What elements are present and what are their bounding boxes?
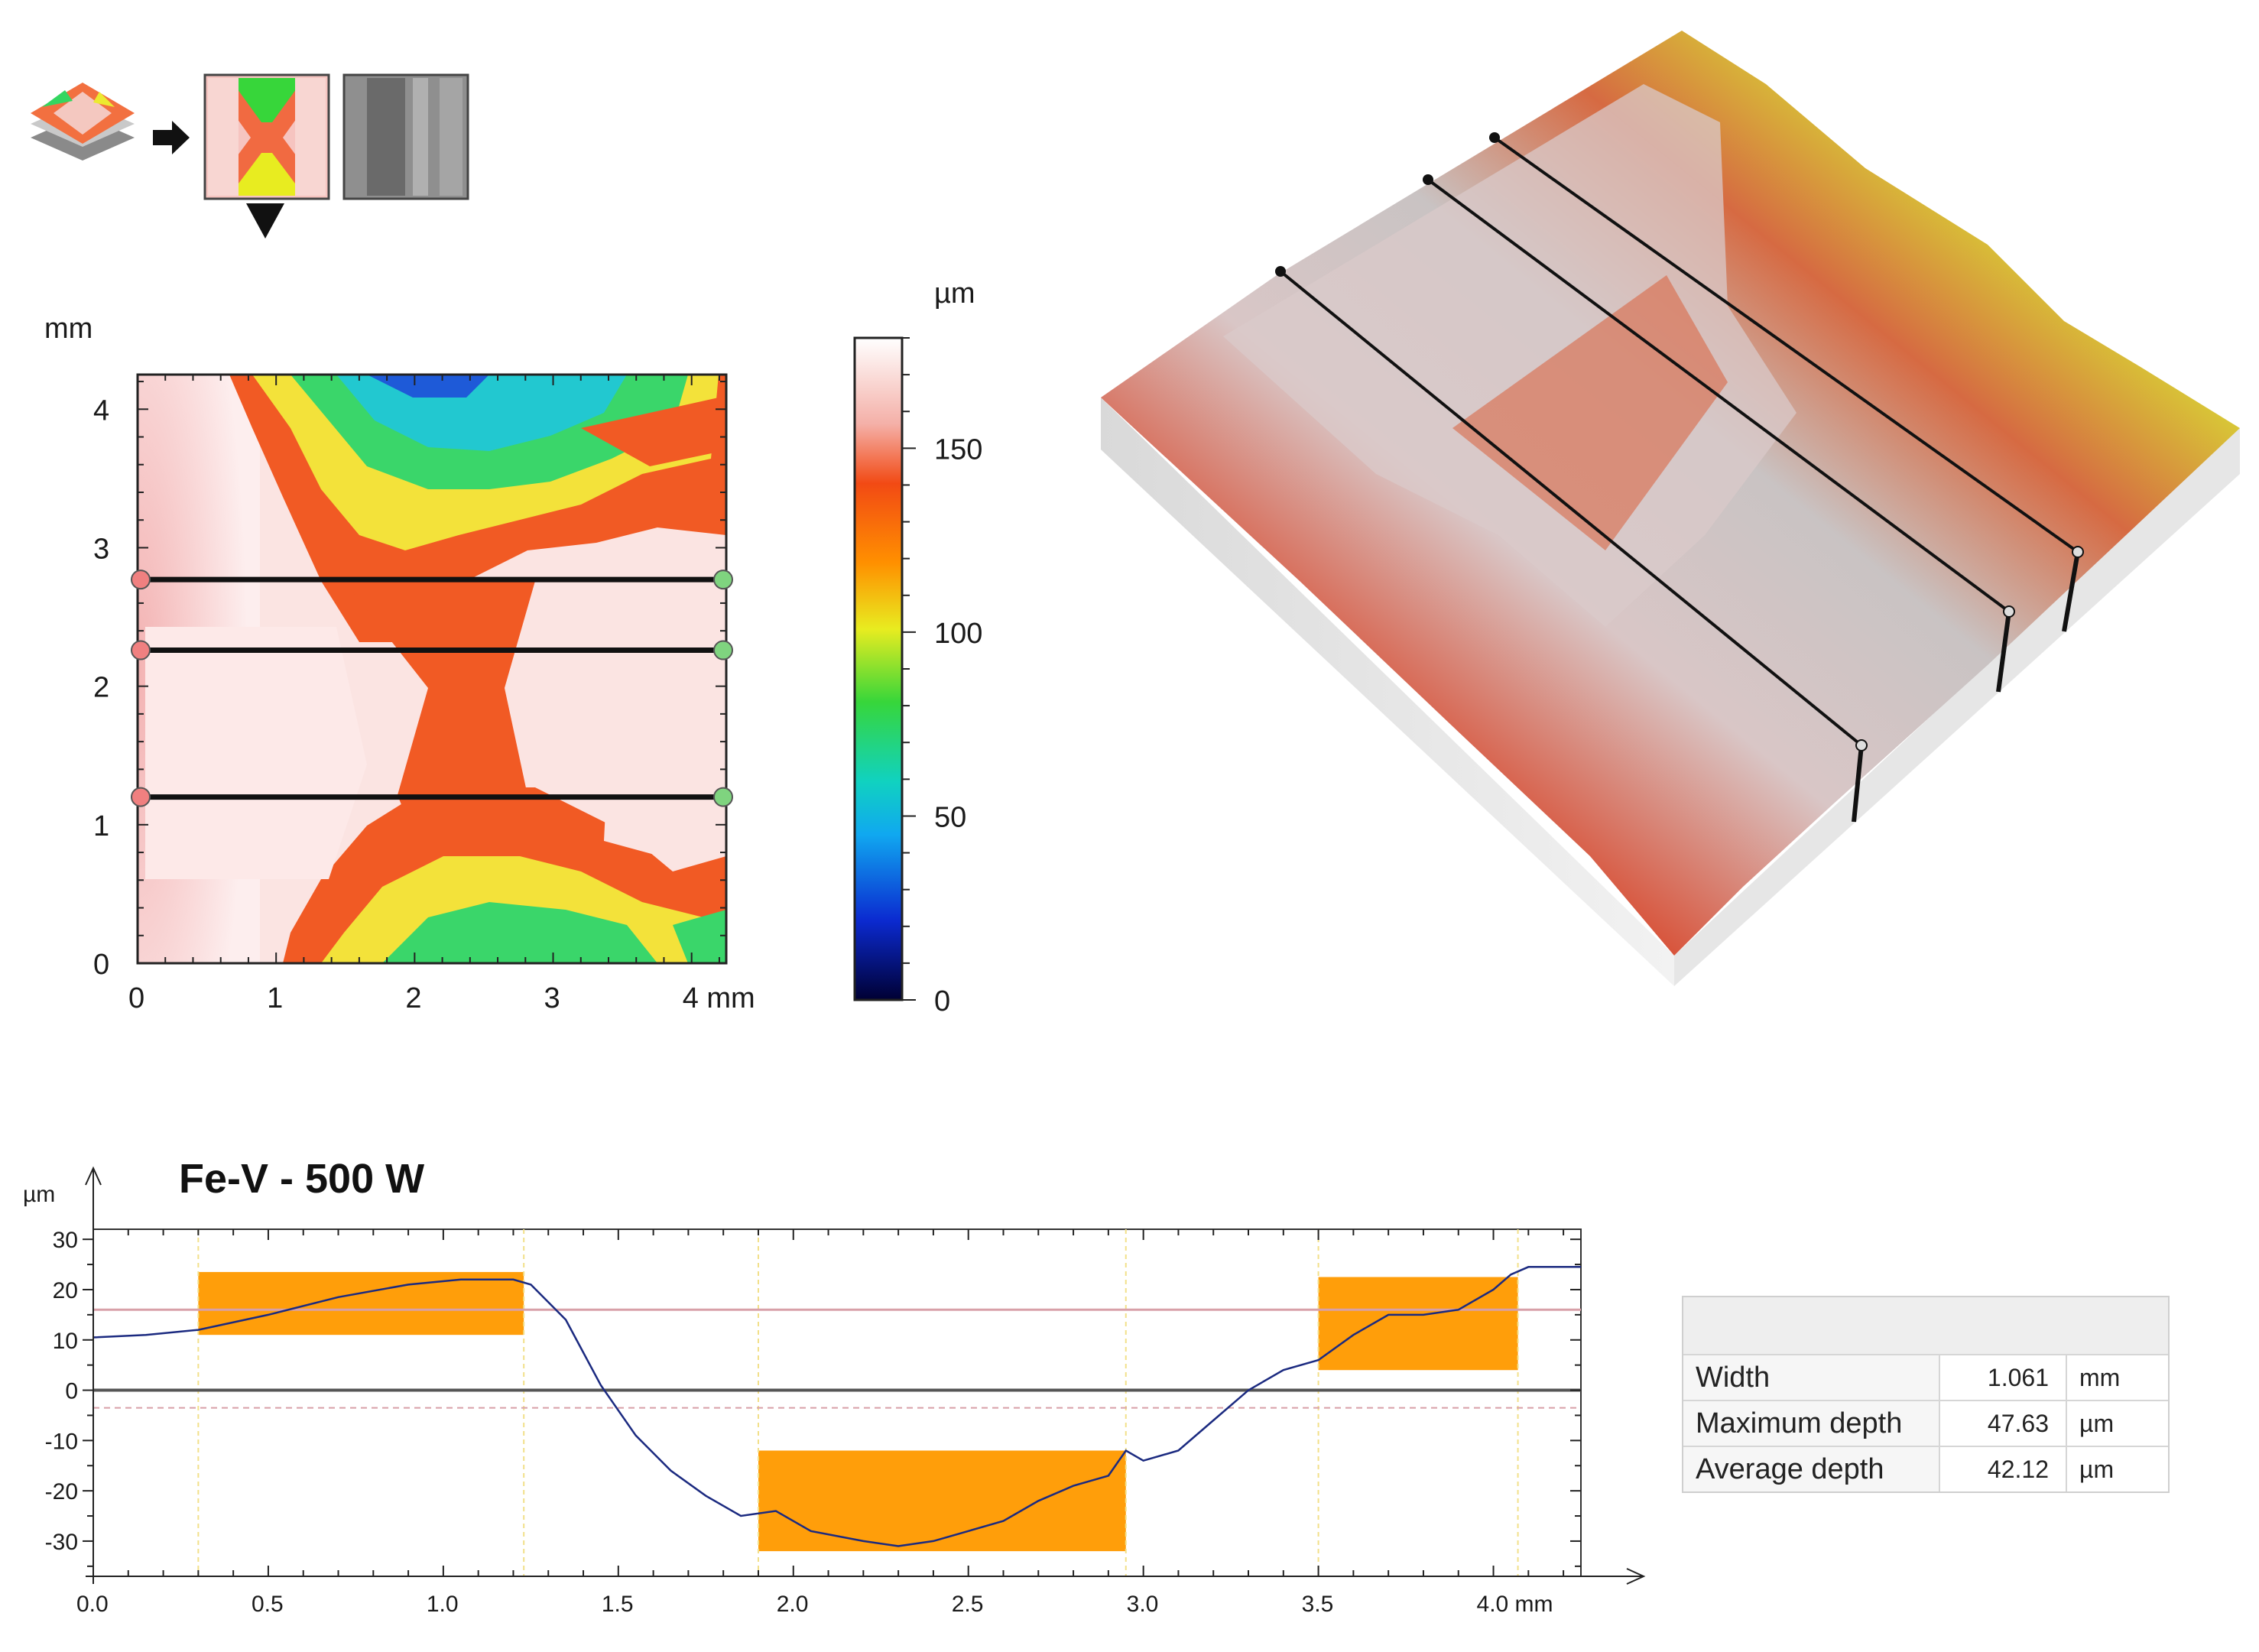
profile-y-tick-label: 0 bbox=[65, 1379, 78, 1404]
view-mode-icons bbox=[31, 73, 469, 239]
results-row-avg-depth: Average depth 42.12 µm bbox=[1683, 1447, 2168, 1491]
results-label: Average depth bbox=[1683, 1447, 1940, 1491]
profile-y-tick-label: -20 bbox=[45, 1479, 78, 1504]
profile-start-handle[interactable] bbox=[131, 570, 151, 590]
profile-x-tick-label: 2.0 bbox=[777, 1592, 809, 1617]
profile-end-handle[interactable] bbox=[713, 787, 733, 807]
map-y-tick-label: 2 bbox=[93, 672, 109, 704]
map-y-tick-label: 0 bbox=[93, 949, 109, 981]
results-row-width: Width 1.061 mm bbox=[1683, 1355, 2168, 1401]
surface-3d-view bbox=[1101, 31, 2240, 986]
map-y-tick-label: 4 bbox=[93, 394, 109, 427]
profile-y-unit: µm bbox=[23, 1182, 55, 1207]
profile-x-tick-label: 0.5 bbox=[252, 1592, 284, 1617]
profile-y-tick-label: 20 bbox=[53, 1278, 78, 1303]
color-map-thumbnail[interactable] bbox=[203, 73, 330, 200]
dropdown-triangle-icon[interactable] bbox=[246, 203, 284, 239]
profile-axes: 0.0 0.5 1.0 1.5 2.0 2.5 3.0 3.5 4.0 mm 30 20 10 0 -10… bbox=[45, 1166, 1646, 1617]
map-y-tick-label: 1 bbox=[93, 810, 109, 842]
profile-end-handle[interactable] bbox=[713, 570, 733, 590]
profile-title: Fe-V - 500 W bbox=[179, 1156, 424, 1202]
profile-start-handle[interactable] bbox=[131, 787, 151, 807]
map-frame bbox=[136, 373, 728, 965]
grayscale-thumbnail[interactable] bbox=[342, 73, 469, 200]
arrow-right-icon bbox=[153, 121, 190, 154]
map-x-tick-label: 4 mm bbox=[683, 982, 755, 1014]
profile-start-handle[interactable] bbox=[131, 640, 151, 660]
highlight-region bbox=[1318, 1277, 1518, 1371]
map-axes: 0 1 2 3 4 mm 0 1 2 3 4 bbox=[93, 375, 755, 1014]
highlight-region bbox=[198, 1271, 524, 1336]
results-value: 47.63 bbox=[1940, 1401, 2067, 1446]
map-x-tick-label: 3 bbox=[544, 982, 560, 1014]
results-value: 1.061 bbox=[1940, 1355, 2067, 1400]
highlight-regions bbox=[198, 1271, 1518, 1552]
height-map: 0 1 2 3 4 mm 0 1 2 3 4 mm bbox=[44, 313, 755, 1014]
height-map-image bbox=[138, 375, 726, 963]
map-y-unit: mm bbox=[44, 313, 93, 345]
map-x-tick-label: 0 bbox=[128, 982, 144, 1014]
profile-lines bbox=[131, 570, 733, 807]
profile-x-tick-label: 1.0 bbox=[427, 1592, 459, 1617]
map-y-tick-label: 3 bbox=[93, 533, 109, 565]
results-label: Maximum depth bbox=[1683, 1401, 1940, 1446]
y-axis-arrow-icon bbox=[85, 1166, 102, 1186]
block-side-right bbox=[1674, 428, 2240, 986]
map-x-tick-label: 2 bbox=[405, 982, 421, 1014]
profile-guides bbox=[93, 1229, 1581, 1576]
results-unit: µm bbox=[2079, 1409, 2115, 1437]
profile-series-line bbox=[93, 1266, 1581, 1547]
profile-end-handle[interactable] bbox=[713, 640, 733, 660]
profile-y-tick-label: -10 bbox=[45, 1429, 78, 1454]
layered-map-icon[interactable] bbox=[31, 83, 135, 161]
colorbar-tick-label: 150 bbox=[934, 433, 982, 466]
3d-profile-line-3 bbox=[1493, 136, 2079, 553]
colorbar-tick-label: 0 bbox=[934, 985, 950, 1017]
profile-x-tick-label: 0.0 bbox=[76, 1592, 109, 1617]
map-x-tick-label: 1 bbox=[267, 982, 283, 1014]
results-value: 42.12 bbox=[1940, 1447, 2067, 1491]
results-label: Width bbox=[1683, 1355, 1940, 1400]
profile-x-tick-label: 1.5 bbox=[602, 1592, 634, 1617]
profile-x-tick-label: 2.5 bbox=[952, 1592, 984, 1617]
results-row-max-depth: Maximum depth 47.63 µm bbox=[1683, 1401, 2168, 1447]
results-unit: mm bbox=[2079, 1363, 2121, 1391]
colorbar-gradient bbox=[853, 336, 904, 1001]
colorbar-tick-label: 50 bbox=[934, 801, 966, 833]
profile-y-tick-label: 30 bbox=[53, 1228, 78, 1253]
3d-profile-line-2 bbox=[1426, 178, 2011, 613]
highlight-region bbox=[758, 1450, 1126, 1552]
profile-chart: Fe-V - 500 W µm 0.0 0.5 1.0 1.5 2.0 2.5 3.0 3.5… bbox=[23, 1156, 1646, 1617]
x-axis-arrow-icon bbox=[1626, 1568, 1646, 1585]
profile-y-tick-label: 10 bbox=[53, 1329, 78, 1354]
profile-x-tick-label: 3.5 bbox=[1302, 1592, 1334, 1617]
colorbar-ticks: 0 50 100 150 bbox=[902, 337, 982, 1017]
profile-x-tick-label: 3.0 bbox=[1127, 1592, 1159, 1617]
results-table: Width 1.061 mm Maximum depth 47.63 µm Av… bbox=[1682, 1296, 2170, 1493]
colorbar-unit: µm bbox=[934, 277, 975, 310]
colorbar: µm 0 50 100 150 bbox=[853, 277, 982, 1017]
colorbar-tick-label: 100 bbox=[934, 618, 982, 650]
3d-profile-line-1 bbox=[1279, 270, 1863, 747]
profile-x-tick-label: 4.0 mm bbox=[1477, 1592, 1553, 1617]
results-unit: µm bbox=[2079, 1455, 2115, 1483]
results-table-header bbox=[1683, 1297, 2168, 1355]
block-side-left bbox=[1101, 398, 1674, 986]
profile-y-tick-label: -30 bbox=[45, 1530, 78, 1555]
